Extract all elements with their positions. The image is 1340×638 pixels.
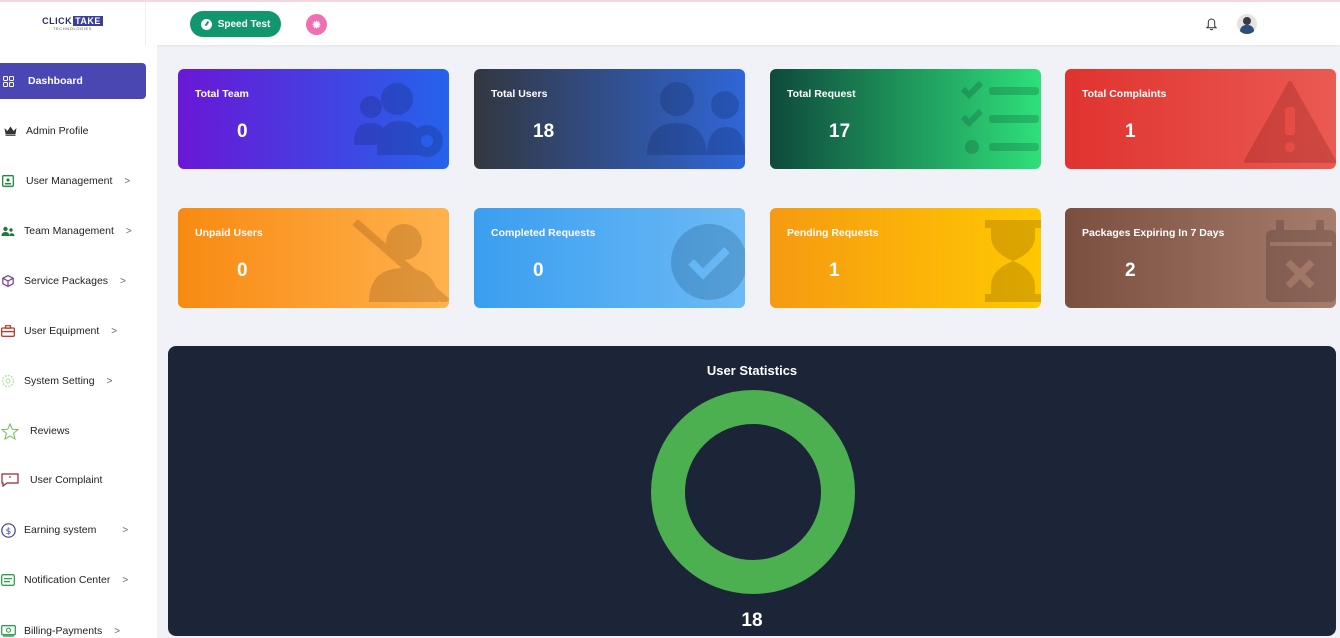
card-value: 17 (829, 121, 851, 142)
sidebar-item-label: Billing-Payments (24, 625, 103, 637)
sidebar-item-label: Notification Center (24, 574, 111, 586)
card-title: Total Team (195, 88, 249, 100)
user-slash-icon (352, 218, 449, 302)
complaint-icon: " (0, 472, 20, 488)
card-completed-requests[interactable]: Completed Requests 0 (474, 208, 745, 308)
speedometer-icon (200, 18, 212, 30)
card-total-request[interactable]: Total Request 17 (770, 69, 1041, 169)
chevron-right-icon: > (114, 625, 121, 637)
svg-text:$: $ (5, 527, 11, 537)
sidebar-item-label: Team Management (24, 225, 114, 237)
user-card-icon (0, 173, 16, 189)
team-settings-icon (354, 83, 443, 157)
card-title: Packages Expiring In 7 Days (1082, 227, 1225, 239)
sidebar-item-admin-profile[interactable]: Admin Profile (0, 113, 146, 149)
user-statistics-panel: User Statistics 18 (168, 346, 1336, 636)
speed-test-button[interactable]: Speed Test (190, 11, 281, 37)
card-unpaid-users[interactable]: Unpaid Users 0 (178, 208, 449, 308)
sidebar-item-label: User Management (26, 175, 113, 187)
logo-text: CLICK TAKE (42, 16, 103, 26)
check-circle-icon (671, 224, 745, 300)
speed-test-label: Speed Test (217, 18, 271, 30)
card-title: Completed Requests (491, 227, 596, 239)
chevron-right-icon: > (122, 574, 129, 586)
logo[interactable]: CLICK TAKE TECHNOLOGIES (0, 2, 146, 45)
user-statistics-title: User Statistics (706, 363, 798, 378)
package-icon (0, 273, 16, 289)
gear-icon: ✹ (311, 17, 322, 32)
dollar-icon: $ (0, 522, 16, 538)
sidebar-item-dashboard[interactable]: Dashboard (0, 63, 146, 99)
chevron-right-icon: > (120, 275, 126, 287)
team-icon (0, 223, 16, 239)
card-value: 0 (533, 260, 544, 281)
chevron-right-icon: > (111, 325, 118, 337)
card-title: Total Users (491, 88, 548, 100)
card-value: 0 (237, 260, 248, 281)
sidebar-item-reviews[interactable]: Reviews (0, 413, 146, 449)
settings-gear-button[interactable]: ✹ (306, 14, 327, 35)
card-pending-requests[interactable]: Pending Requests 1 (770, 208, 1041, 308)
sidebar-item-user-equipment[interactable]: User Equipment > (0, 313, 146, 349)
chevron-right-icon: > (106, 375, 113, 387)
svg-text:": " (8, 475, 11, 483)
chevron-right-icon: > (122, 524, 129, 536)
sidebar-item-notification-center[interactable]: Notification Center > (0, 562, 146, 598)
card-value: 18 (533, 121, 555, 142)
checklist-icon (960, 80, 1039, 154)
card-total-team[interactable]: Total Team 0 (178, 69, 449, 169)
logo-subtext: TECHNOLOGIES (53, 26, 92, 31)
card-title: Total Complaints (1082, 88, 1167, 100)
sidebar-item-user-management[interactable]: User Management > (0, 163, 146, 199)
card-value: 0 (237, 121, 248, 142)
hourglass-icon (985, 220, 1041, 302)
top-bar: CLICK TAKE TECHNOLOGIES Speed Test ✹ (0, 0, 1340, 45)
sidebar-item-billing-payments[interactable]: Billing-Payments > (0, 613, 146, 638)
sidebar-item-label: User Complaint (30, 474, 103, 486)
card-title: Total Request (787, 88, 856, 100)
card-total-complaints[interactable]: Total Complaints 1 (1065, 69, 1336, 169)
card-value: 1 (1125, 121, 1136, 142)
card-total-users[interactable]: Total Users 18 (474, 69, 745, 169)
sidebar-item-system-setting[interactable]: System Setting > (0, 363, 146, 399)
card-value: 1 (829, 260, 840, 281)
toolbox-icon (0, 323, 16, 339)
user-statistics-total: 18 (741, 610, 763, 631)
sidebar-item-label: User Equipment (24, 325, 100, 337)
settings-icon (0, 373, 16, 389)
billing-icon (0, 623, 16, 638)
sidebar-item-label: Service Packages (24, 275, 109, 287)
avatar[interactable] (1237, 14, 1257, 34)
sidebar-item-label: System Setting (24, 375, 95, 387)
star-icon (0, 422, 20, 440)
sidebar-item-service-packages[interactable]: Service Packages > (0, 263, 146, 299)
chevron-right-icon: > (124, 175, 131, 187)
card-title: Unpaid Users (195, 227, 263, 239)
sidebar: Dashboard Admin Profile User Management … (0, 45, 157, 638)
card-title: Pending Requests (787, 227, 879, 239)
sidebar-item-label: Reviews (30, 425, 70, 437)
bell-icon[interactable] (1206, 18, 1217, 31)
card-value: 2 (1125, 260, 1136, 281)
sidebar-item-team-management[interactable]: Team Management > (0, 213, 146, 249)
users-icon (647, 82, 745, 155)
grid-icon (0, 73, 16, 89)
user-statistics-donut-chart[interactable] (651, 390, 855, 594)
card-packages-expiring[interactable]: Packages Expiring In 7 Days 2 (1065, 208, 1336, 308)
chevron-right-icon: > (125, 225, 132, 237)
donut-ring-segment[interactable] (651, 390, 855, 594)
sidebar-item-label: Earning system (24, 524, 97, 536)
sidebar-item-earning-system[interactable]: $ Earning system > (0, 512, 146, 548)
warning-icon (1244, 81, 1336, 163)
calendar-x-icon (1266, 220, 1336, 302)
sidebar-item-label: Admin Profile (26, 125, 89, 137)
notification-icon (0, 572, 16, 588)
sidebar-item-user-complaint[interactable]: " User Complaint (0, 462, 146, 498)
sidebar-item-label: Dashboard (28, 75, 83, 87)
crown-icon (2, 123, 18, 139)
